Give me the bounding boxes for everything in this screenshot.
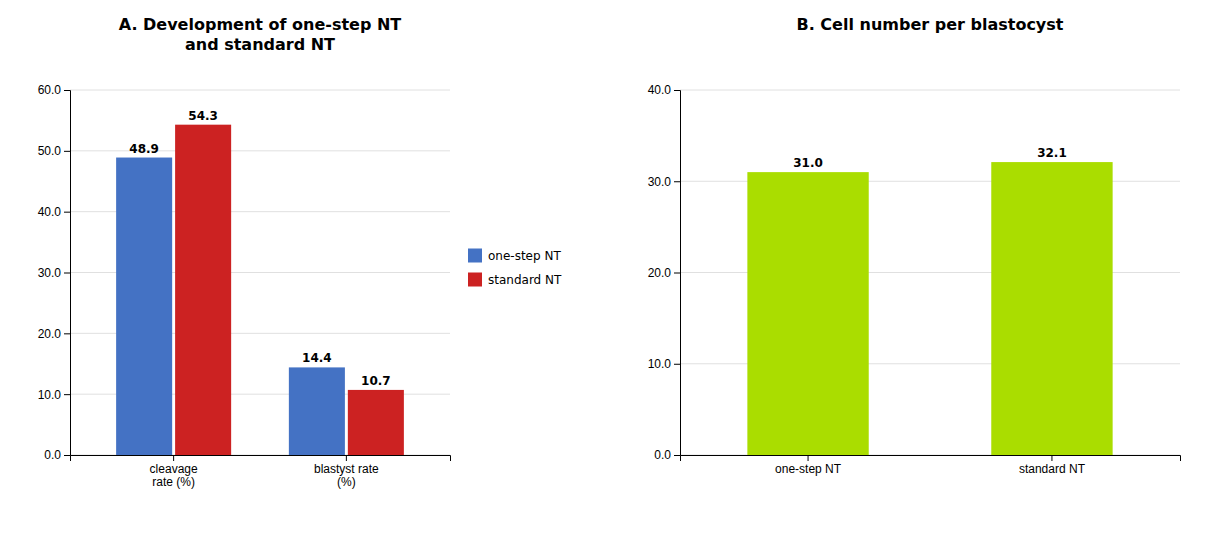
data-label: 31.0 xyxy=(793,156,823,170)
legend-swatch xyxy=(468,273,482,287)
data-label: 10.7 xyxy=(361,374,391,388)
text-line: B. Cell number per blastocyst xyxy=(797,15,1064,34)
text-line: cleavage xyxy=(150,462,198,476)
text-line: one-step NT xyxy=(775,462,842,476)
x-tick-mark xyxy=(808,455,809,461)
y-tick: 50.0 xyxy=(38,144,70,158)
bar xyxy=(991,162,1112,455)
y-tick: 10.0 xyxy=(648,357,680,371)
y-axis: 0.0 10.0 20.0 30.0 40.0 xyxy=(648,83,681,462)
x-tick: standard NT xyxy=(1019,455,1086,476)
y-tick-mark xyxy=(674,455,680,456)
legend: one-step NT standard NT xyxy=(468,249,562,288)
y-tick-label: 30.0 xyxy=(38,266,62,280)
y-tick: 60.0 xyxy=(38,83,70,97)
y-tick: 0.0 xyxy=(44,448,70,462)
y-tick: 20.0 xyxy=(38,327,70,341)
x-tick-label: cleavagerate (%) xyxy=(150,462,198,490)
y-axis: 0.0 10.0 20.0 30.0 40.0 50.0 60.0 xyxy=(38,83,71,462)
y-tick: 10.0 xyxy=(38,388,70,402)
panel: 0.0 10.0 20.0 30.0 40.0 one-step NT standard N… xyxy=(648,15,1181,476)
x-axis: cleavagerate (%) blastyst rate(%) xyxy=(71,455,451,489)
text-line: A. Development of one-step NT xyxy=(119,15,402,34)
y-tick: 30.0 xyxy=(648,175,680,189)
y-tick-label: 50.0 xyxy=(38,144,62,158)
y-tick-mark xyxy=(64,455,70,456)
bar xyxy=(348,390,404,455)
text-line: (%) xyxy=(337,475,356,489)
x-tick-mark xyxy=(346,455,347,461)
data-labels: 48.9 14.4 54.3 10.7 xyxy=(129,109,390,388)
text-line: rate (%) xyxy=(152,475,195,489)
y-tick-mark xyxy=(64,212,70,213)
y-tick-label: 0.0 xyxy=(44,448,61,462)
y-tick-mark xyxy=(674,90,680,91)
data-label: 14.4 xyxy=(302,351,332,365)
x-axis: one-step NT standard NT xyxy=(681,455,1181,476)
grid-line xyxy=(70,150,450,151)
x-tick: one-step NT xyxy=(775,455,842,476)
text-line: and standard NT xyxy=(185,35,335,54)
bars xyxy=(747,162,1112,455)
x-tick-label: one-step NT xyxy=(775,462,842,476)
y-axis-line xyxy=(674,91,681,456)
y-tick: 20.0 xyxy=(648,266,680,280)
grid xyxy=(70,90,450,455)
y-tick-label: 0.0 xyxy=(654,448,671,462)
data-label: 32.1 xyxy=(1037,146,1067,160)
y-tick-mark xyxy=(674,273,680,274)
chart-container: 0.0 10.0 20.0 30.0 40.0 50.0 60.0 cleavagerate … xyxy=(0,0,1209,533)
data-labels: 31.0 32.1 xyxy=(793,146,1067,170)
data-label: 54.3 xyxy=(188,109,218,123)
y-tick: 40.0 xyxy=(38,205,70,219)
x-tick: cleavagerate (%) xyxy=(150,455,198,489)
y-tick-mark xyxy=(64,333,70,334)
x-tick-mark xyxy=(1051,455,1052,461)
y-tick-mark xyxy=(64,151,70,152)
y-tick-label: 10.0 xyxy=(648,357,672,371)
grid xyxy=(680,90,1180,455)
y-tick-mark xyxy=(674,364,680,365)
y-axis-line xyxy=(64,91,71,456)
x-axis-line xyxy=(681,456,1181,462)
y-tick-label: 60.0 xyxy=(38,83,62,97)
data-label: 48.9 xyxy=(129,142,159,156)
x-tick: blastyst rate(%) xyxy=(314,455,379,489)
grid-line xyxy=(70,90,450,91)
title: B. Cell number per blastocyst xyxy=(797,15,1064,34)
legend-item: one-step NT xyxy=(468,249,561,264)
legend-swatch xyxy=(468,249,482,263)
text-line: standard NT xyxy=(1019,462,1086,476)
y-tick: 40.0 xyxy=(648,83,680,97)
title: A. Development of one-step NTand standar… xyxy=(119,15,402,54)
chart-svg: 0.0 10.0 20.0 30.0 40.0 50.0 60.0 cleavagerate … xyxy=(0,0,1209,533)
x-tick-label: standard NT xyxy=(1019,462,1086,476)
bar xyxy=(116,158,172,455)
y-tick-mark xyxy=(674,181,680,182)
x-axis-line xyxy=(71,456,451,462)
y-tick-label: 10.0 xyxy=(38,388,62,402)
y-tick-label: 20.0 xyxy=(38,327,62,341)
panel: 0.0 10.0 20.0 30.0 40.0 50.0 60.0 cleavagerate … xyxy=(38,15,562,489)
bar xyxy=(289,367,345,455)
y-tick-label: 40.0 xyxy=(648,83,672,97)
bar xyxy=(747,172,868,455)
y-tick: 30.0 xyxy=(38,266,70,280)
y-tick-label: 20.0 xyxy=(648,266,672,280)
bar xyxy=(175,125,231,455)
y-tick-label: 30.0 xyxy=(648,175,672,189)
bars xyxy=(116,125,404,455)
legend-item: standard NT xyxy=(468,273,562,288)
grid-line xyxy=(680,90,1180,91)
x-tick-mark xyxy=(173,455,174,461)
y-tick: 0.0 xyxy=(654,448,680,462)
text-line: blastyst rate xyxy=(314,462,379,476)
y-tick-mark xyxy=(64,273,70,274)
legend-label: one-step NT xyxy=(488,249,561,263)
legend-label: standard NT xyxy=(488,273,562,287)
y-tick-label: 40.0 xyxy=(38,205,62,219)
y-tick-mark xyxy=(64,90,70,91)
y-tick-mark xyxy=(64,394,70,395)
x-tick-label: blastyst rate(%) xyxy=(314,462,379,490)
